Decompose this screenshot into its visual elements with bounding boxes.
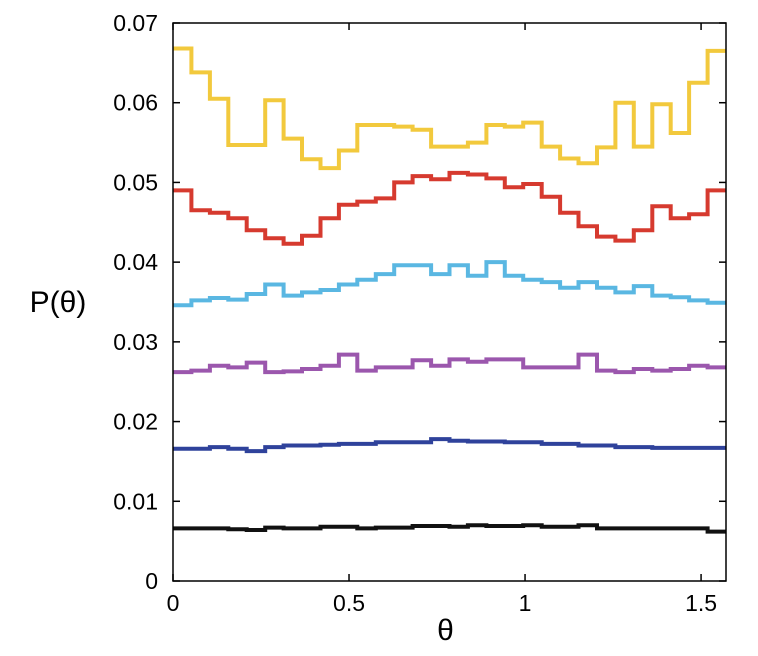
x-axis-title: θ — [437, 614, 454, 647]
series-line-1 — [173, 170, 726, 246]
y-axis-title: P(θ) — [30, 286, 87, 319]
plot-frame — [172, 22, 727, 582]
x-tick-label: 1 — [519, 590, 532, 616]
series-line-5 — [173, 523, 726, 534]
ticks-layer: 0 0.01 0.02 0.03 0.04 0.05 0.06 0.07 0 0.5 1 1.5 — [113, 10, 726, 616]
y-tick-label: 0.06 — [113, 90, 158, 116]
y-tick-label: 0.01 — [113, 488, 158, 514]
series-line-4 — [173, 437, 726, 454]
y-tick-label: 0.04 — [113, 249, 158, 275]
series-layer — [173, 46, 726, 534]
y-tick-label: 0 — [145, 568, 158, 594]
y-tick-label: 0.03 — [113, 329, 158, 355]
y-tick-label: 0.07 — [113, 10, 158, 36]
x-tick-label: 1.5 — [685, 590, 717, 616]
y-tick-label: 0.05 — [113, 169, 158, 195]
x-tick-label: 0.5 — [333, 590, 365, 616]
series-line-2 — [173, 260, 726, 308]
series-line-0 — [173, 46, 726, 171]
y-tick-label: 0.02 — [113, 409, 158, 435]
x-tick-label: 0 — [167, 590, 180, 616]
series-line-3 — [173, 352, 726, 375]
